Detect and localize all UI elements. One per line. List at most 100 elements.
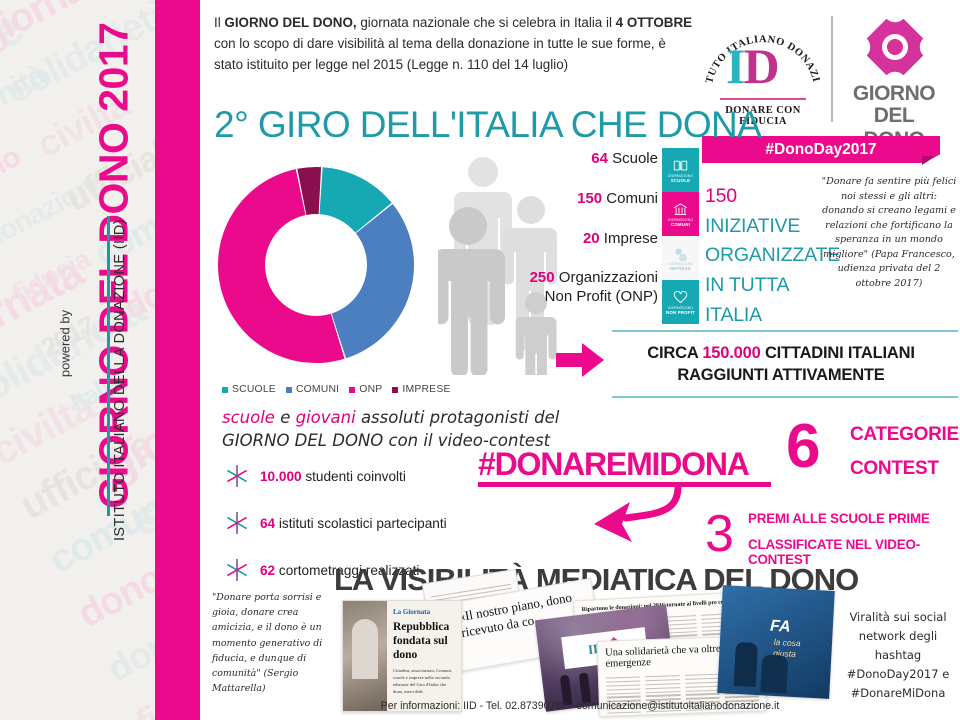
legend-item-imprese: IMPRESE <box>392 384 450 395</box>
icon-tile-imprese[interactable]: GIORNODONO IMPRESE <box>662 236 699 280</box>
stat-label: Imprese <box>599 229 658 247</box>
divider-rule-bottom <box>612 396 958 398</box>
stat-label: Organizzazioni <box>554 269 658 287</box>
stat-number: 150 <box>577 189 603 207</box>
watermark-word: dono <box>0 139 26 202</box>
iid-arc-text-icon: ISTITUTO ITALIANO DONAZIONE <box>704 10 821 85</box>
donut-slice-scuole <box>319 167 392 233</box>
iniziative-number: 150 <box>705 185 737 207</box>
intro-part2: giornata nazionale che si celebra in Ita… <box>356 15 616 30</box>
tv2-title-2: la cosa <box>773 636 801 648</box>
logo-divider <box>831 16 833 122</box>
logo-block: ISTITUTO ITALIANO DONAZIONE ID DONARE CO… <box>700 6 948 166</box>
divider-rule-top <box>612 330 958 332</box>
bullet-item: 10.000 studenti coinvolti <box>224 458 524 494</box>
categorie-label: CATEGORIE <box>850 424 959 445</box>
asterisk-star-icon <box>227 512 247 534</box>
stat-number: 20 <box>582 229 600 247</box>
viralita-social-text: Viralità sui social network degli hashta… <box>846 610 950 700</box>
bullet-item: 64 istituti scolastici partecipanti <box>224 505 524 541</box>
premi-line1: PREMI ALLE SCUOLE PRIME <box>748 511 930 526</box>
legend-label: COMUNI <box>295 384 340 395</box>
scuole-and: e <box>274 408 296 427</box>
donut-chart <box>216 150 416 380</box>
icon-tile-non-profit[interactable]: GIORNODONO NON PROFIT <box>662 280 699 324</box>
premi-number: 3 <box>705 505 734 563</box>
tile-category-label: IMPRESE <box>669 265 692 271</box>
bullet-number: 10.000 <box>260 468 302 484</box>
iid-logo: ISTITUTO ITALIANO DONAZIONE ID DONARE CO… <box>704 10 822 130</box>
stat-number: 64 <box>591 150 608 167</box>
gears-icon <box>675 248 687 261</box>
tv2-title-1: FA <box>769 617 791 636</box>
tile-brand-label: GIORNODONO <box>667 173 694 178</box>
scuole-word: scuole <box>222 408 275 427</box>
clipping-repubblica-body: Cittadini, associazioni, Comuni, scuole … <box>393 668 453 694</box>
cittadini-raggiunti: CIRCA 150.000 CITTADINI ITALIANI RAGGIUN… <box>616 342 946 387</box>
stat-number: 250 <box>529 269 555 287</box>
stat-row-imprese: 20 Imprese <box>468 230 658 249</box>
tv2-side-text <box>730 592 732 600</box>
clipping-repubblica-text: La Giornata Repubblica fondata sul dono … <box>387 601 461 711</box>
intro-part3: con lo scopo di dare visibilità al tema … <box>214 36 666 73</box>
tv2-person-standing <box>733 642 758 688</box>
donaremidona-hashtag: #DONAREMIDONA <box>478 446 750 482</box>
donaremidona-underline <box>478 482 771 487</box>
papa-francesco-quote: "Donare fa sentire più felici noi stessi… <box>821 176 957 290</box>
legend-label: ONP <box>359 384 383 395</box>
page-title: 2° GIRO DELL'ITALIA CHE DONA <box>214 104 762 145</box>
legend-item-onp: ONP <box>349 384 382 395</box>
intro-bold-data: 4 OTTOBRE <box>615 15 693 30</box>
ribbon-fold-corner <box>922 156 936 165</box>
bullet-number: 64 <box>260 515 276 531</box>
sidebar-divider-rule <box>107 216 110 516</box>
stat-row-comuni: 150 Comuni <box>468 190 658 209</box>
category-icon-tiles: GIORNODONO SCUOLE GIORNODONO COMUNI GIORNODO… <box>662 148 699 324</box>
right-arrow-icon <box>556 343 604 377</box>
left-sidebar: donociviltàItaliadonazioneufficialegiorn… <box>0 0 155 720</box>
icon-tile-scuole[interactable]: GIORNODONO SCUOLE <box>662 148 699 192</box>
intro-bold-giorno: GIORNO DEL DONO, <box>224 15 357 30</box>
iniziative-line3: IN TUTTA ITALIA <box>705 273 789 326</box>
intro-part1: Il <box>214 15 225 30</box>
mattarella-quote: "Donare porta sorrisi e gioia, donare cr… <box>212 592 323 695</box>
donoday-hashtag-ribbon: #DonoDay2017 <box>702 136 940 163</box>
clipping-repubblica-kicker: La Giornata <box>393 608 431 616</box>
legend-swatch-icon <box>349 386 356 393</box>
iid-letters: ID <box>726 38 780 94</box>
iniziative-word: INIZIATIVE <box>705 214 801 237</box>
tile-brand-label: GIORNODONO <box>667 217 694 222</box>
donut-chart-svg <box>217 167 414 364</box>
contest-label: CONTEST <box>850 458 939 479</box>
bullet-label: studenti coinvolti <box>301 468 406 484</box>
cittadini-post: CITTADINI ITALIANI <box>760 344 915 362</box>
bullet-item: 62 cortometraggi realizzati <box>224 552 524 588</box>
bullet-list: 10.000 studenti coinvolti 64 istituti sco… <box>224 458 524 599</box>
heart-icon <box>673 290 688 303</box>
clipping-repubblica-photo <box>343 601 387 711</box>
scuole-line2: GIORNO DEL DONO con il video-contest <box>222 431 551 451</box>
book-icon <box>673 160 688 170</box>
scuole-giovani-line: scuole e giovani assoluti protagonisti d… <box>222 406 592 452</box>
clipping-repubblica: La Giornata Repubblica fondata sul dono … <box>342 600 462 712</box>
asterisk-star-icon <box>227 465 247 487</box>
statistics-list: 64 Scuole 150 Comuni 20 Imprese 250 Organiz… <box>468 150 658 307</box>
diamond-flower-icon <box>860 12 930 82</box>
legend-swatch-icon <box>392 386 399 393</box>
bullet-number: 62 <box>260 562 276 578</box>
cittadini-line2: RAGGIUNTI ATTIVAMENTE <box>677 366 885 385</box>
cittadini-pre: CIRCA <box>647 344 703 362</box>
stat-label: Comuni <box>602 189 658 207</box>
iniziative-line2: ORGANIZZATE <box>705 244 841 267</box>
bullet-label: istituti scolastici partecipanti <box>275 515 447 531</box>
bullet-text: 64 istituti scolastici partecipanti <box>260 516 447 531</box>
icon-tile-comuni[interactable]: GIORNODONO COMUNI <box>662 192 699 236</box>
iniziative-block: 150 INIZIATIVE ORGANIZZATE IN TUTTA ITAL… <box>705 182 840 330</box>
stat-label-line2: Non Profit (ONP) <box>544 288 658 305</box>
people-silhouettes-icon <box>438 157 557 375</box>
footer-contact: Per informazioni: IID - Tel. 02.87390788… <box>380 700 780 712</box>
legend-swatch-icon <box>285 386 292 393</box>
scuole-rest: assoluti protagonisti del <box>355 408 560 427</box>
stat-label: Scuole <box>607 150 658 167</box>
